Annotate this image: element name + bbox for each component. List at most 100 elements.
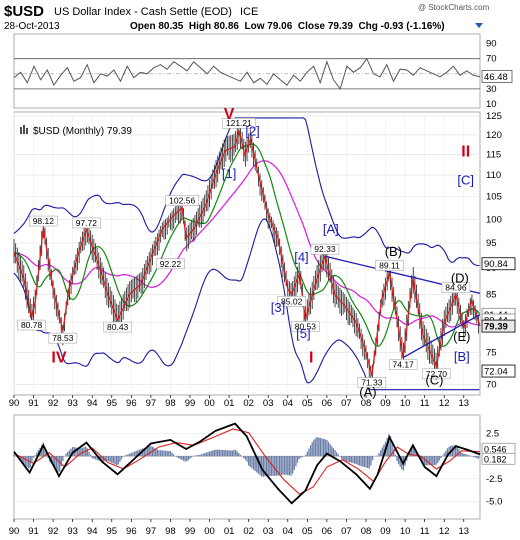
- x-axis-label: 01: [224, 526, 235, 537]
- price-tick-label: 115: [486, 150, 501, 161]
- price-tick-label: 75: [486, 347, 497, 358]
- price-level-label: 92.33: [314, 244, 336, 254]
- wave-label: [C]: [457, 173, 474, 188]
- price-level-label: 71.33: [361, 378, 383, 388]
- price-level-label: 80.43: [107, 322, 129, 332]
- right-value-box: [481, 319, 516, 333]
- macd-value-label: 0.182: [484, 454, 507, 464]
- x-axis-label: 03: [263, 398, 274, 409]
- rsi-last-value-box: [481, 70, 513, 83]
- rsi-last-value: 46.48: [484, 72, 508, 83]
- x-axis-label: 93: [67, 526, 78, 537]
- price-label-box: [103, 321, 132, 333]
- macd-value-label: 0.546: [484, 444, 507, 454]
- right-value-label: 72.04: [484, 367, 508, 378]
- price-panel-title: $USD (Monthly) 79.39: [33, 126, 132, 137]
- price-tick-label: 70: [486, 379, 497, 390]
- right-value-label: 79.39: [484, 322, 508, 333]
- x-axis-label: 95: [106, 398, 117, 409]
- right-value-box: [481, 364, 516, 378]
- macd-signal-line: [13, 428, 481, 495]
- price-label-box: [310, 243, 340, 255]
- x-axis-label: 08: [361, 526, 372, 537]
- price-panel: 98.12 80.78 97.72 78.53 80.43 92.22 102.56 121.…: [13, 106, 516, 399]
- x-axis-label: 99: [185, 526, 196, 537]
- rsi-tick-label: 90: [486, 39, 497, 50]
- rsi-tick-label: 70: [486, 54, 497, 65]
- x-axis-label: 13: [458, 526, 469, 537]
- price-level-label: 89.11: [379, 261, 400, 271]
- x-axis-label: 97: [146, 398, 157, 409]
- chart-date: 28-Oct-2013: [4, 21, 60, 32]
- price-level-label: 84.96: [445, 283, 467, 293]
- price-level-label: 121.21: [226, 118, 252, 128]
- x-axis-label: 07: [341, 398, 352, 409]
- price-label-box: [29, 215, 58, 227]
- dropdown-arrow-icon[interactable]: [475, 23, 483, 28]
- x-axis-label: 90: [9, 398, 20, 409]
- price-label-box: [375, 260, 404, 271]
- x-axis-label: 92: [48, 526, 59, 537]
- rsi-tick-label: 30: [486, 84, 497, 95]
- x-axis-label: 11: [420, 398, 430, 409]
- price-tick-label: 95: [486, 238, 497, 249]
- x-axis-label: 13: [458, 398, 469, 409]
- price-label-box: [17, 319, 46, 331]
- x-axis-label: 96: [126, 398, 137, 409]
- wave-label: V: [224, 106, 235, 123]
- lower-band-line: [13, 218, 480, 391]
- upper-band-line: [13, 117, 480, 267]
- x-axis-label: 04: [282, 398, 293, 409]
- x-axis-label: 91: [28, 526, 39, 537]
- price-label-box: [165, 195, 200, 206]
- price-label-box: [388, 359, 418, 370]
- rsi-panel-frame: [13, 33, 481, 109]
- price-label-box: [441, 282, 471, 293]
- price-label-box: [48, 332, 78, 344]
- wave-label: [1]: [222, 166, 236, 181]
- price-level-label: 78.53: [52, 333, 74, 343]
- price-level-label: 85.02: [281, 296, 303, 306]
- x-axis-label: 97: [146, 526, 157, 537]
- x-axis-label: 00: [204, 398, 215, 409]
- price-label-box: [72, 217, 101, 229]
- wave-label: [4]: [294, 249, 308, 264]
- x-axis-label: 94: [87, 398, 98, 409]
- wave-label: [B]: [454, 349, 470, 364]
- x-axis-label: 10: [400, 526, 411, 537]
- x-axis-label: 92: [48, 398, 59, 409]
- price-tick-label: 110: [486, 170, 501, 181]
- wave-label: II: [461, 144, 470, 161]
- x-axis-label: 12: [439, 398, 450, 409]
- price-level-label: 98.12: [33, 216, 55, 226]
- x-axis-label: 08: [361, 398, 372, 409]
- ohlc-summary: Open 80.35 High 80.86 Low 79.06 Close 79…: [130, 21, 445, 32]
- macd-tick-label: -5.0: [486, 496, 502, 507]
- right-value-label: 90.84: [484, 259, 508, 270]
- x-axis-label: 06: [322, 526, 333, 537]
- price-label-box: [277, 296, 306, 307]
- price-line: [13, 130, 481, 376]
- x-axis-label: 02: [243, 398, 254, 409]
- x-axis-label: 95: [106, 526, 117, 537]
- x-axis-label: 02: [243, 526, 254, 537]
- price-level-label: 72.70: [426, 369, 448, 379]
- x-axis-label: 91: [28, 398, 39, 409]
- x-axis-label: 99: [185, 398, 196, 409]
- x-axis-label: 00: [204, 526, 215, 537]
- x-axis-label: 93: [67, 398, 78, 409]
- rsi-tick-label: 10: [486, 99, 497, 110]
- wave-label: [2]: [245, 124, 259, 139]
- wave-label: I: [309, 349, 313, 366]
- wave-label: (A): [359, 384, 376, 399]
- x-axis-label: 98: [165, 526, 176, 537]
- rsi-panel: 9070503010 46.48: [13, 33, 513, 110]
- price-tick-label: 85: [486, 289, 497, 300]
- x-axis-label: 12: [439, 526, 450, 537]
- price-tick-label: 120: [486, 130, 502, 141]
- wave-label: (C): [425, 372, 443, 387]
- price-level-label: 102.56: [169, 196, 195, 206]
- price-label-box: [357, 377, 387, 388]
